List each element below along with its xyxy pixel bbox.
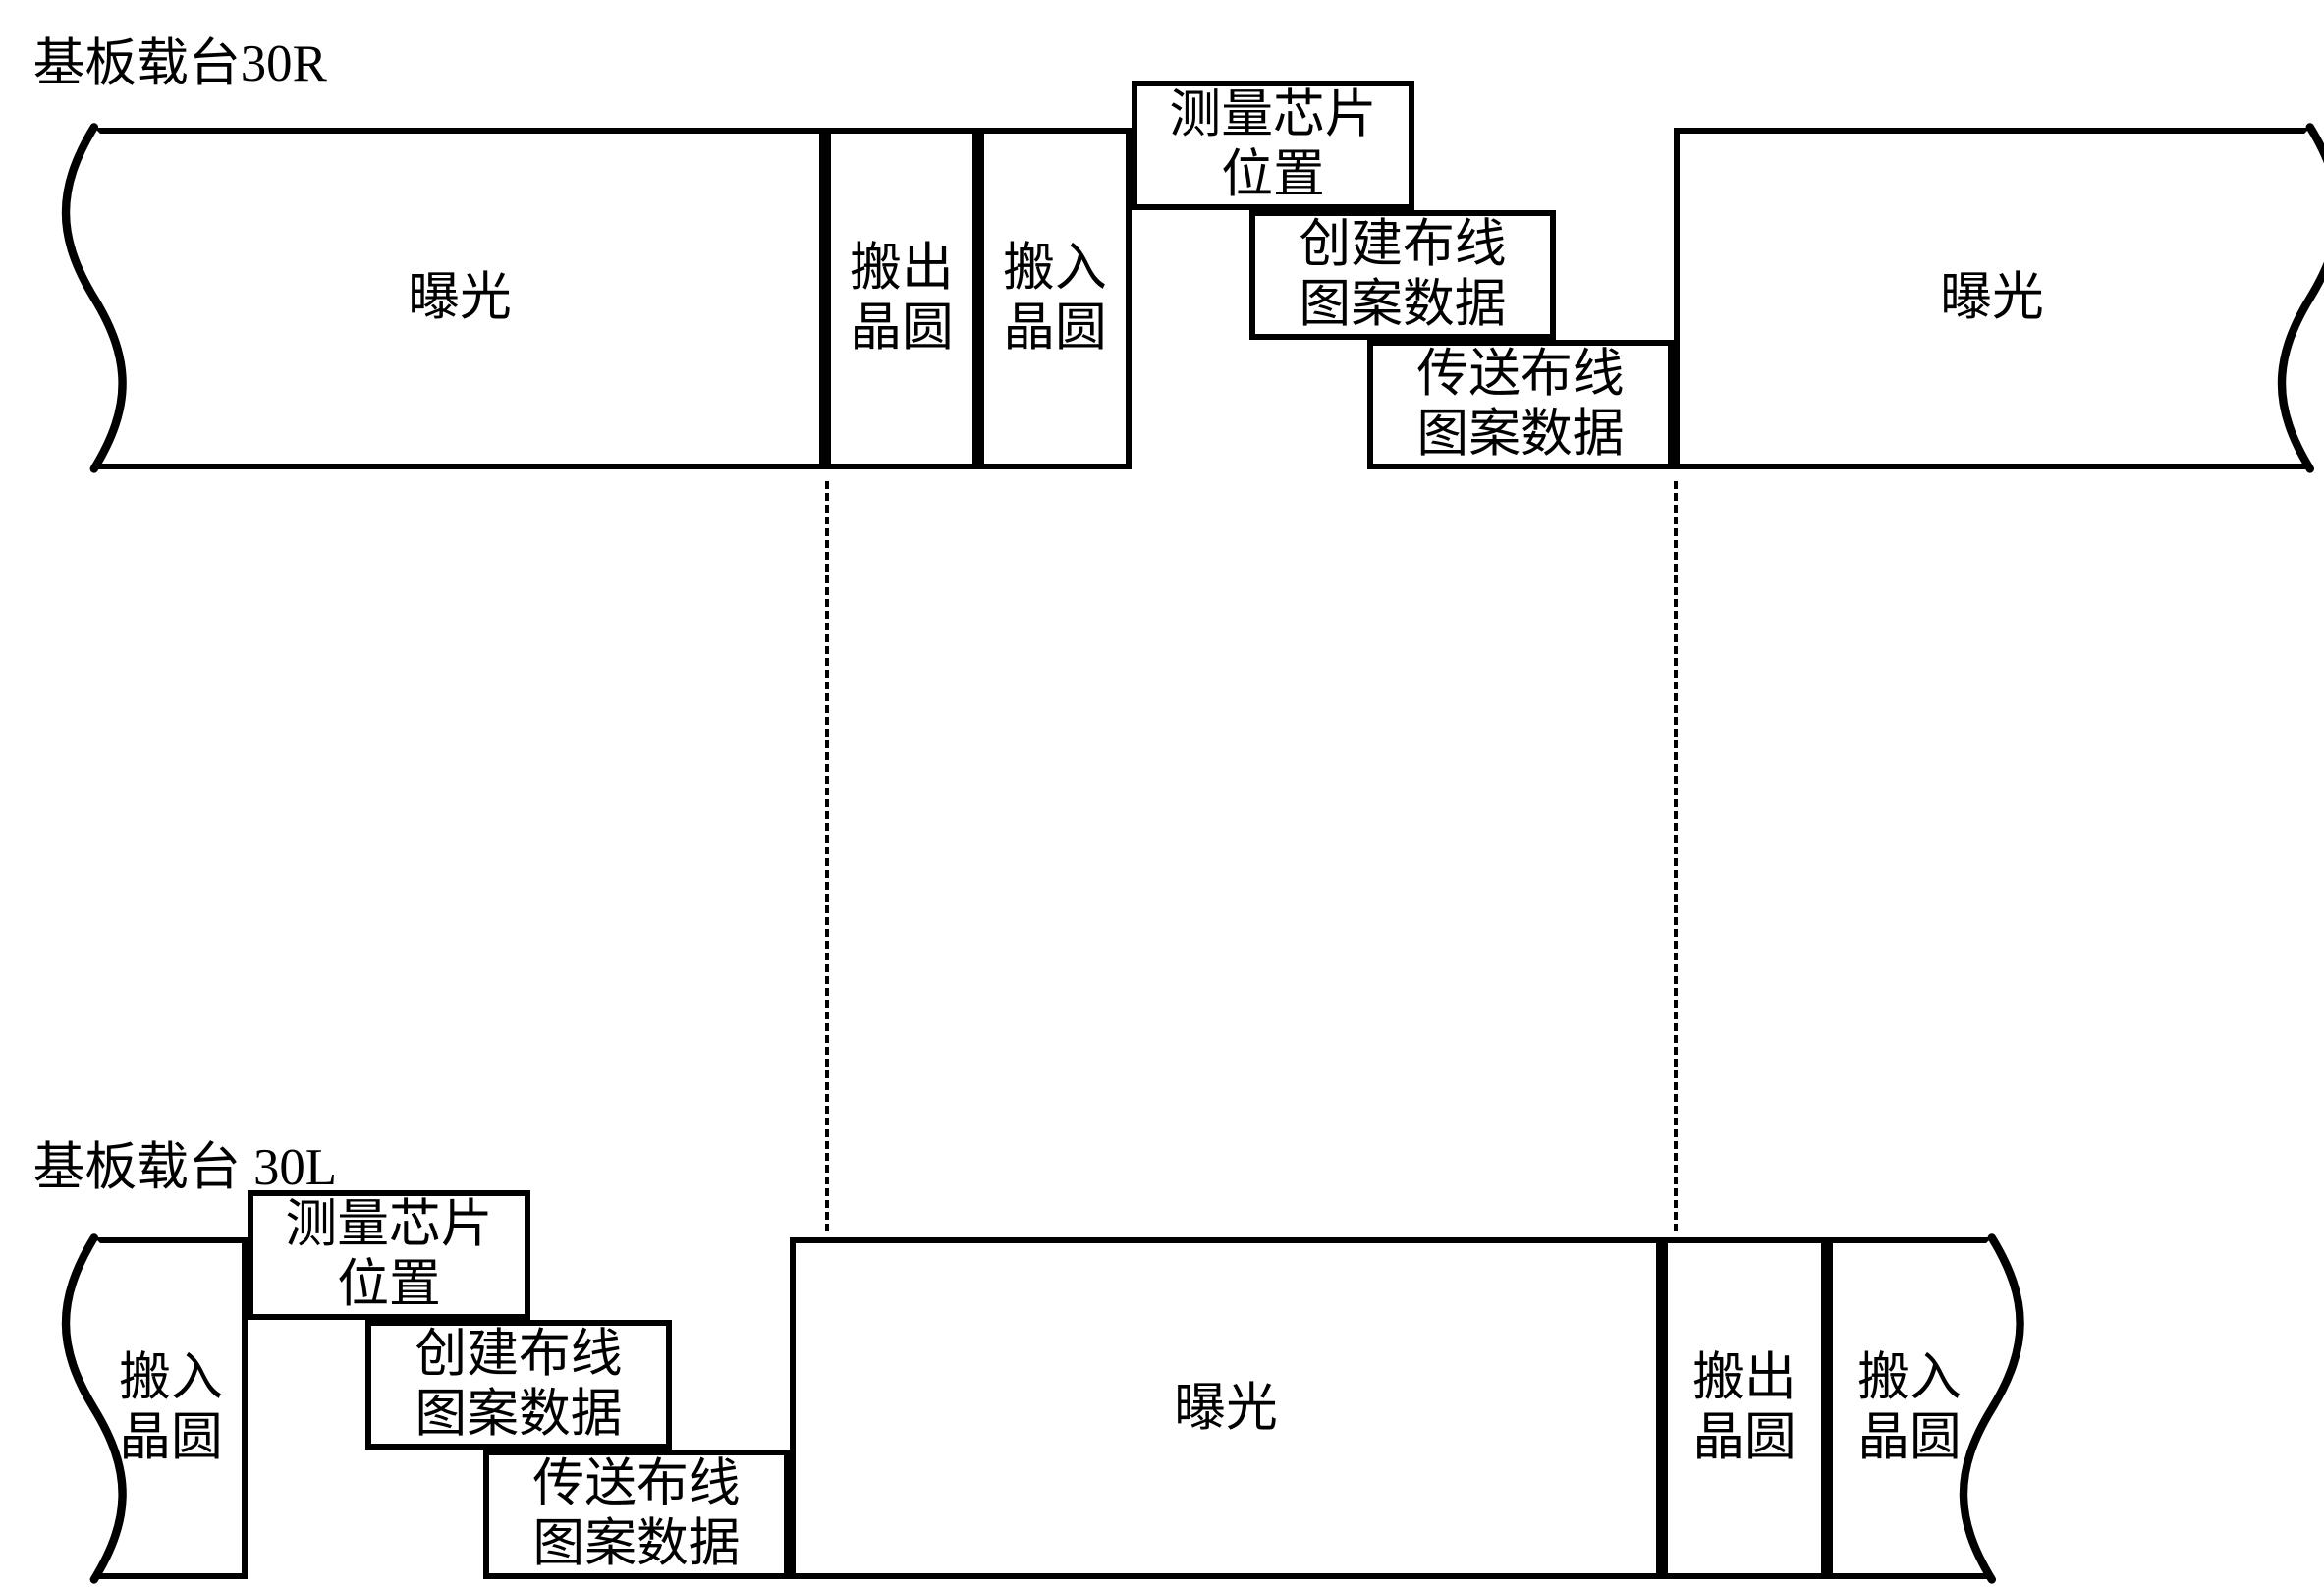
l-transmit: 传送布线 图案数据 <box>483 1450 790 1579</box>
dash-a <box>825 481 829 1231</box>
wave-top-right <box>2264 119 2324 477</box>
wave-bot-right <box>1946 1230 2038 1587</box>
title-30r: 基板载台30R <box>33 22 327 96</box>
wave-top-left <box>48 119 140 477</box>
r-unload: 搬出 晶圆 <box>825 128 978 469</box>
l-exposure: 曝光 <box>790 1237 1662 1579</box>
l-measure: 测量芯片 位置 <box>248 1190 530 1320</box>
r-exposure-2: 曝光 <box>1674 128 2310 469</box>
r-create: 创建布线 图案数据 <box>1249 210 1556 340</box>
r-measure: 测量芯片 位置 <box>1132 81 1414 210</box>
r-exposure-1: 曝光 <box>94 128 825 469</box>
r-load: 搬入 晶圆 <box>978 128 1132 469</box>
r-transmit: 传送布线 图案数据 <box>1367 340 1674 469</box>
l-unload: 搬出 晶圆 <box>1662 1237 1827 1579</box>
wave-bot-left <box>48 1230 140 1587</box>
l-create: 创建布线 图案数据 <box>365 1320 672 1450</box>
dash-b <box>1674 481 1678 1231</box>
title-30l: 基板载台 30L <box>33 1125 337 1200</box>
